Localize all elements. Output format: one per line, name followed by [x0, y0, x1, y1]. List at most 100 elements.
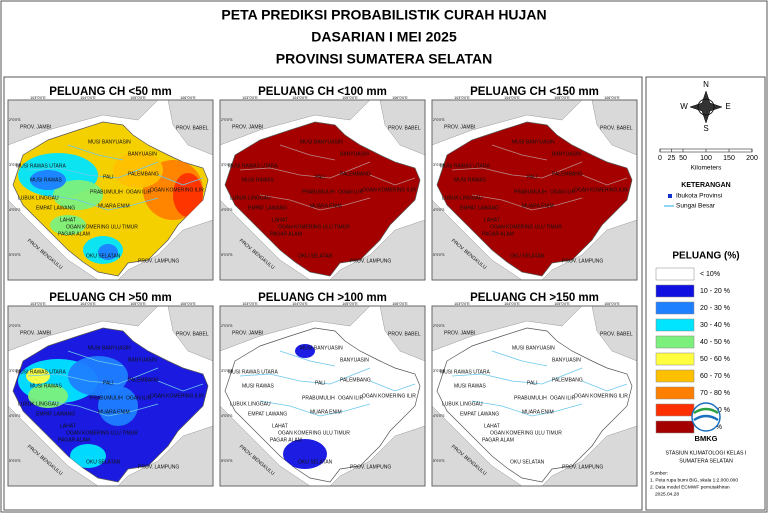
river [67, 350, 124, 367]
place-label: MUSI RAWAS UTARA [440, 163, 490, 169]
place-label: LAHAT [484, 217, 500, 223]
lon-label: 104°0'0"E [292, 302, 308, 306]
legend-label: 20 - 30 % [700, 305, 730, 312]
place-label: LUBUK LINGGAU [230, 195, 271, 201]
lat-label: 4°0'0"S [9, 208, 21, 212]
land-neighbor [541, 425, 637, 486]
place-label: PROV. BABEL [176, 125, 209, 131]
place-label: MUSI RAWAS UTARA [16, 163, 66, 169]
lat-label: 5°0'0"S [9, 253, 21, 257]
lat-label: 5°0'0"S [221, 459, 233, 463]
place-label: PAGAR ALAM [482, 231, 514, 237]
lon-label: 104°0'0"E [504, 96, 520, 100]
place-label: OGAN KOMERING ILIR [362, 393, 416, 399]
lat-label: 3°0'0"S [433, 369, 445, 373]
place-label: EMPAT LAWANG [460, 205, 499, 211]
place-label: OGAN ILIR [126, 189, 152, 195]
river [369, 380, 416, 392]
lat-label: 2°0'0"S [221, 324, 233, 328]
place-label: BANYUASIN [552, 357, 581, 363]
land-neighbor [379, 306, 425, 362]
place-label: EMPAT LAWANG [248, 411, 287, 417]
probability-zone [28, 384, 68, 408]
probability-zone [30, 170, 66, 190]
land-neighbor [167, 100, 213, 156]
place-label: MUARA ENIM [522, 203, 554, 209]
legend-label: 70 - 80 % [700, 390, 730, 397]
place-label: MUSI BANYUASIN [512, 345, 555, 351]
place-label: OGAN ILIR [126, 395, 152, 401]
land-neighbor [432, 405, 523, 486]
place-label: MUSI BANYUASIN [88, 139, 131, 145]
lat-label: 5°0'0"S [433, 459, 445, 463]
place-label: PALEMBANG [340, 171, 371, 177]
land-neighbor [329, 219, 425, 280]
place-label: PAGAR ALAM [482, 437, 514, 443]
river [471, 194, 583, 211]
lat-label: 4°0'0"S [9, 414, 21, 418]
river [157, 174, 204, 186]
place-label: MUSI RAWAS [454, 177, 487, 183]
place-label: MUARA ENIM [522, 409, 554, 415]
probability-zone [283, 439, 327, 469]
place-label: PROV. LAMPUNG [562, 258, 603, 264]
river [451, 161, 583, 179]
place-label: BANYUASIN [340, 357, 369, 363]
place-label: PRABUMULIH [90, 395, 123, 401]
river [279, 144, 336, 161]
compass-letter: N [703, 80, 709, 89]
place-label: PAGAR ALAM [270, 437, 302, 443]
lon-label: 103°0'0"E [454, 302, 470, 306]
place-label: MUSI RAWAS [242, 177, 275, 183]
land-neighbor [220, 306, 371, 352]
compass-letter: S [703, 124, 708, 133]
land-neighbor [220, 199, 311, 280]
place-label: MUSI RAWAS [30, 383, 63, 389]
probability-zone [98, 386, 138, 426]
land-neighbor [329, 425, 425, 486]
place-label: OGAN KOMERING ILIR [574, 187, 628, 193]
place-label: BANYUASIN [128, 357, 157, 363]
probability-zone [50, 215, 86, 235]
lat-label: 4°0'0"S [221, 414, 233, 418]
place-label: PRABUMULIH [90, 189, 123, 195]
probability-zones [283, 344, 327, 469]
river [47, 194, 159, 211]
place-label: PROV. JAMBI [20, 330, 51, 336]
legend-label: 10 - 20 % [700, 288, 730, 295]
panel-title: PELUANG CH >150 mm [470, 292, 599, 304]
lon-label: 106°0'0"E [180, 96, 196, 100]
legend-swatch [655, 284, 695, 298]
place-label: MUSI BANYUASIN [512, 139, 555, 145]
compass-star [689, 90, 723, 124]
place-label: MUSI RAWAS [242, 383, 275, 389]
river [369, 174, 416, 186]
panel-title: PELUANG CH >100 mm [258, 292, 387, 304]
river [47, 400, 159, 417]
place-label: MUARA ENIM [98, 203, 130, 209]
station-line: SUMATERA SELATAN [679, 458, 733, 464]
probability-zone [70, 444, 106, 468]
river [157, 380, 204, 392]
land-neighbor [432, 199, 523, 280]
lat-label: 4°0'0"S [433, 414, 445, 418]
place-label: OGAN ILIR [338, 189, 364, 195]
land-neighbor [8, 405, 99, 486]
scale-tick-label: 25 [668, 155, 676, 162]
place-label: LUBUK LINGGAU [442, 195, 483, 201]
capital-symbol [668, 194, 672, 198]
logo-wave [693, 407, 719, 415]
lat-label: 2°0'0"S [433, 118, 445, 122]
source-line: Sumber: [650, 470, 668, 476]
river [581, 174, 628, 186]
place-label: EMPAT LAWANG [36, 411, 75, 417]
place-label: PROV. JAMBI [444, 330, 475, 336]
place-label: PALI [103, 174, 113, 180]
place-label: OGAN ILIR [338, 395, 364, 401]
title-line: DASARIAN I MEI 2025 [311, 29, 457, 45]
place-label: MUARA ENIM [98, 409, 130, 415]
land-neighbor [167, 306, 213, 362]
place-label: PROV. BABEL [176, 331, 209, 337]
place-label: OGAN KOMERING ILIR [150, 393, 204, 399]
scale-tick-label: 0 [658, 155, 662, 162]
